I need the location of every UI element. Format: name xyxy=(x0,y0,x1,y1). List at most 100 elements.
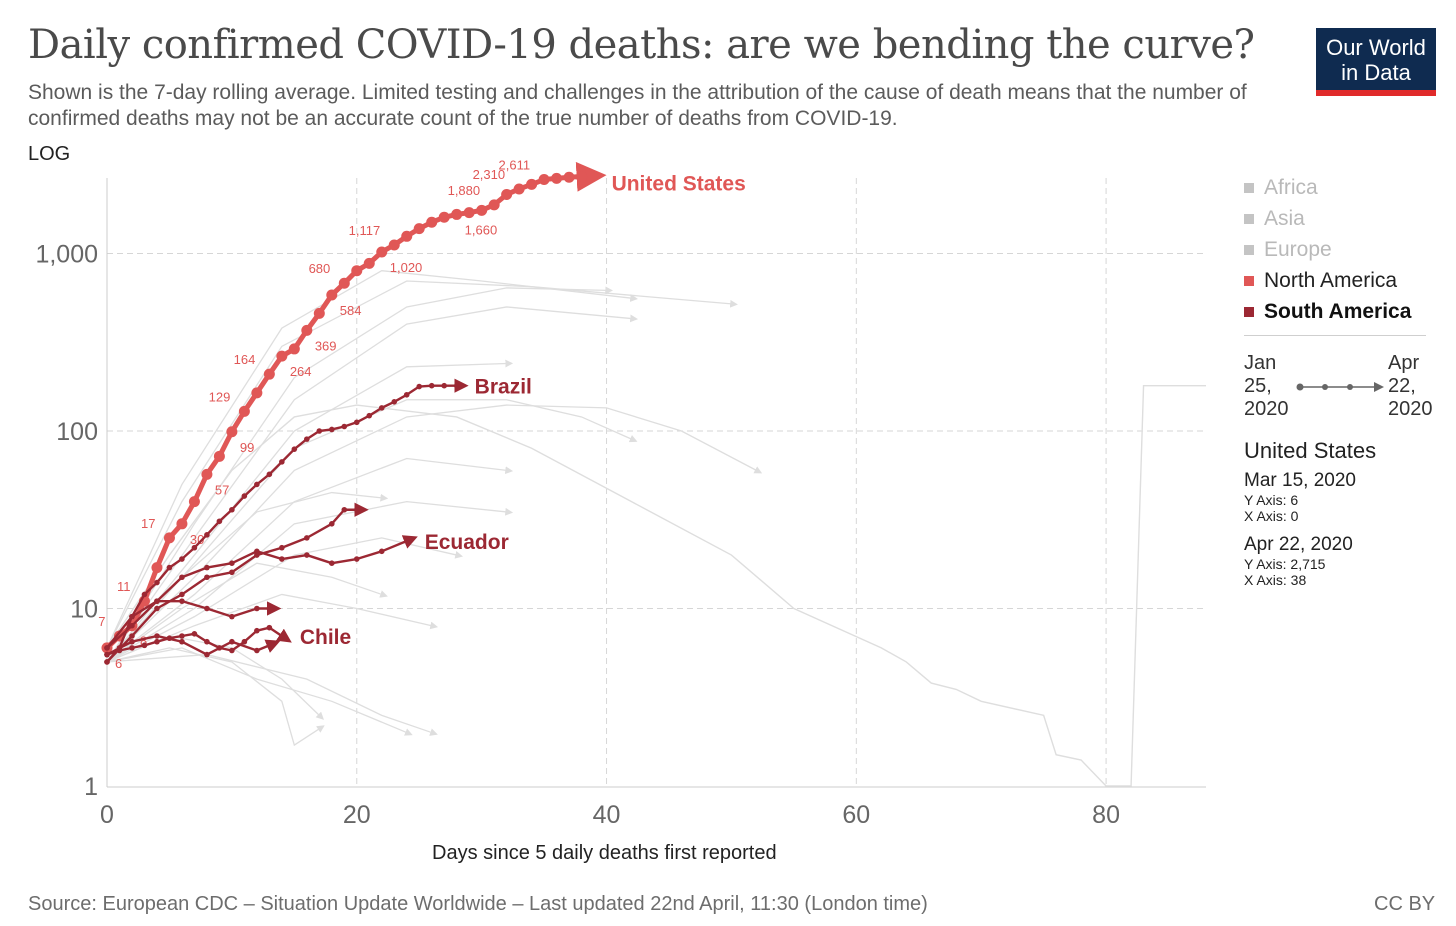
series-line[interactable] xyxy=(106,634,281,656)
data-point[interactable] xyxy=(191,544,198,551)
data-point[interactable] xyxy=(154,633,160,639)
data-point[interactable] xyxy=(204,651,210,658)
series-label[interactable]: Chile xyxy=(300,626,351,649)
data-point[interactable] xyxy=(453,382,460,389)
data-point[interactable] xyxy=(501,188,513,200)
data-point[interactable] xyxy=(338,277,350,289)
data-point[interactable] xyxy=(279,459,285,465)
data-point[interactable] xyxy=(241,638,248,645)
data-point[interactable] xyxy=(154,598,160,604)
data-point[interactable] xyxy=(551,172,563,184)
data-point[interactable] xyxy=(279,556,285,562)
source-note[interactable]: Source: European CDC – Situation Update … xyxy=(28,893,928,915)
data-point[interactable] xyxy=(341,506,348,513)
data-point[interactable] xyxy=(476,204,488,216)
data-point[interactable] xyxy=(166,564,173,571)
data-point[interactable] xyxy=(216,518,223,525)
data-point[interactable] xyxy=(403,538,410,544)
data-point[interactable] xyxy=(376,246,388,258)
data-point[interactable] xyxy=(179,638,185,645)
data-point[interactable] xyxy=(328,426,335,433)
license-link[interactable]: CC BY xyxy=(1374,893,1436,915)
data-point[interactable] xyxy=(204,564,210,571)
legend-item-asia[interactable]: Asia xyxy=(1244,203,1434,234)
data-point[interactable] xyxy=(254,605,260,612)
data-point[interactable] xyxy=(204,532,210,538)
legend-item-africa[interactable]: Africa xyxy=(1244,172,1434,203)
data-point[interactable] xyxy=(229,506,235,513)
data-point[interactable] xyxy=(428,382,435,389)
data-point[interactable] xyxy=(141,591,148,598)
data-point[interactable] xyxy=(426,216,438,228)
data-point[interactable] xyxy=(104,645,110,651)
data-point[interactable] xyxy=(304,535,310,541)
data-point[interactable] xyxy=(328,521,335,527)
data-point[interactable] xyxy=(104,659,110,665)
data-point[interactable] xyxy=(129,613,135,620)
data-point[interactable] xyxy=(279,633,285,639)
data-point[interactable] xyxy=(204,605,210,612)
data-point[interactable] xyxy=(326,289,338,301)
data-point[interactable] xyxy=(363,257,375,269)
data-point[interactable] xyxy=(129,645,135,651)
data-point[interactable] xyxy=(353,506,360,513)
data-point[interactable] xyxy=(179,598,185,604)
data-point[interactable] xyxy=(104,651,110,658)
data-point[interactable] xyxy=(129,638,135,645)
data-point[interactable] xyxy=(353,556,360,562)
legend-item-south-america[interactable]: South America xyxy=(1244,296,1434,327)
data-point[interactable] xyxy=(254,627,260,634)
series-label[interactable]: Brazil xyxy=(475,376,532,399)
data-point[interactable] xyxy=(276,350,288,362)
data-point[interactable] xyxy=(576,171,588,183)
data-point[interactable] xyxy=(154,638,160,645)
data-point[interactable] xyxy=(563,171,575,183)
series-line[interactable] xyxy=(106,599,282,649)
data-point[interactable] xyxy=(254,647,260,654)
series-label[interactable]: Ecuador xyxy=(425,531,509,554)
data-point[interactable] xyxy=(288,343,300,355)
data-point[interactable] xyxy=(229,569,235,576)
data-point[interactable] xyxy=(538,174,550,186)
data-point[interactable] xyxy=(254,481,260,488)
data-point[interactable] xyxy=(304,552,310,558)
data-point[interactable] xyxy=(513,183,525,195)
data-point[interactable] xyxy=(179,633,185,639)
data-point[interactable] xyxy=(204,574,210,581)
owid-logo[interactable]: Our World in Data xyxy=(1316,28,1436,96)
timeline-handle-start[interactable] xyxy=(1296,383,1304,391)
legend-item-north-america[interactable]: North America xyxy=(1244,265,1434,296)
data-point[interactable] xyxy=(129,633,135,639)
data-point[interactable] xyxy=(191,631,198,637)
data-point[interactable] xyxy=(438,211,450,223)
data-point[interactable] xyxy=(526,178,538,190)
timeline-slider[interactable] xyxy=(1296,382,1386,392)
data-point[interactable] xyxy=(366,412,373,419)
data-point[interactable] xyxy=(251,387,263,399)
data-point[interactable] xyxy=(391,399,398,405)
data-point[interactable] xyxy=(163,532,175,544)
series-label[interactable]: United States xyxy=(612,173,746,196)
data-point[interactable] xyxy=(129,622,135,629)
data-point[interactable] xyxy=(378,405,385,411)
series-line[interactable] xyxy=(105,161,607,650)
data-point[interactable] xyxy=(154,605,160,612)
data-point[interactable] xyxy=(328,560,335,566)
data-point[interactable] xyxy=(213,450,225,462)
data-point[interactable] xyxy=(229,638,235,645)
data-point[interactable] xyxy=(441,382,447,389)
data-point[interactable] xyxy=(488,199,500,211)
data-point[interactable] xyxy=(266,471,273,478)
data-point[interactable] xyxy=(313,307,325,319)
data-point[interactable] xyxy=(416,383,423,390)
data-point[interactable] xyxy=(304,436,310,442)
data-point[interactable] xyxy=(279,544,285,551)
series-line[interactable] xyxy=(106,502,369,663)
data-point[interactable] xyxy=(263,368,275,380)
data-point[interactable] xyxy=(378,548,385,555)
data-point[interactable] xyxy=(266,624,273,631)
data-point[interactable] xyxy=(229,560,235,566)
legend-item-europe[interactable]: Europe xyxy=(1244,234,1434,265)
data-point[interactable] xyxy=(179,556,185,562)
data-point[interactable] xyxy=(226,426,238,438)
